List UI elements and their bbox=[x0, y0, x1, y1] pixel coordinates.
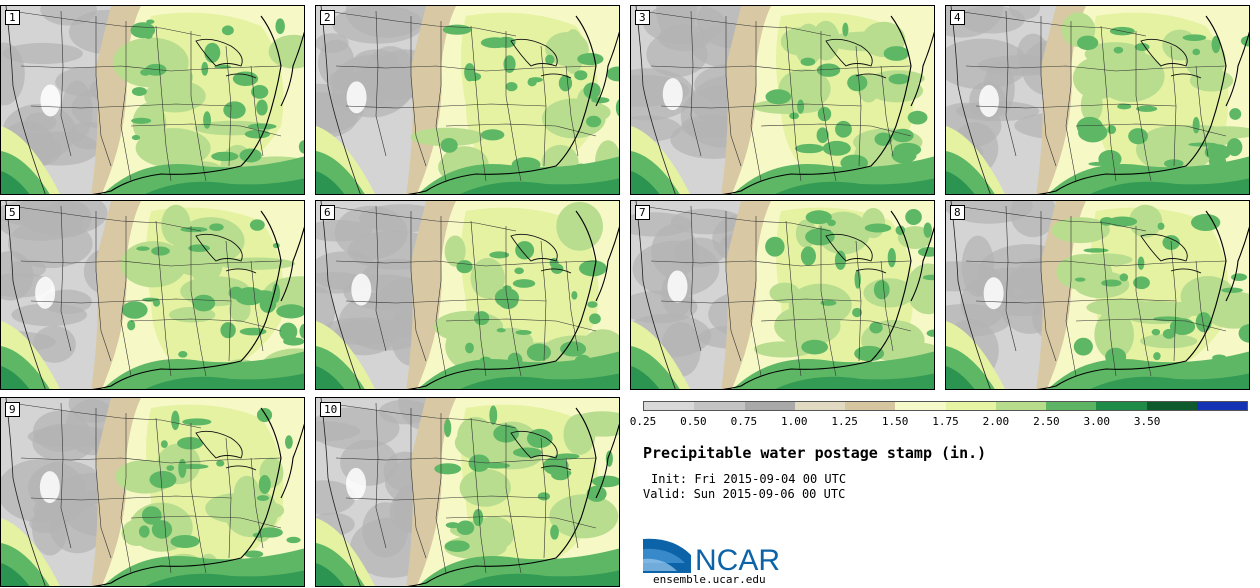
legend-swatch bbox=[1046, 402, 1097, 410]
precipitable-water-map bbox=[1, 6, 304, 194]
precipitable-water-map bbox=[631, 201, 934, 389]
legend-swatch bbox=[845, 402, 896, 410]
legend-swatch bbox=[1146, 402, 1197, 410]
postage-stamp-panel-8: 8 bbox=[945, 200, 1250, 390]
legend-tick-label: 3.00 bbox=[1083, 415, 1111, 428]
legend-tick-label: 1.25 bbox=[831, 415, 858, 428]
legend-tick-label: 3.50 bbox=[1133, 415, 1161, 428]
panel-label: 8 bbox=[950, 205, 965, 220]
valid-time: Valid: Sun 2015-09-06 00 UTC bbox=[643, 487, 846, 501]
postage-stamp-panel-9: 9 bbox=[0, 397, 305, 587]
panel-label: 6 bbox=[320, 205, 335, 220]
legend-swatch bbox=[744, 402, 795, 410]
precipitable-water-map bbox=[946, 6, 1249, 194]
panel-label: 10 bbox=[320, 402, 342, 417]
legend-swatch bbox=[945, 402, 996, 410]
legend-tick-label: 1.00 bbox=[781, 415, 808, 428]
postage-stamp-panel-6: 6 bbox=[315, 200, 620, 390]
precipitable-water-map bbox=[631, 6, 934, 194]
precipitable-water-map bbox=[316, 6, 619, 194]
postage-stamp-panel-5: 5 bbox=[0, 200, 305, 390]
precipitable-water-map bbox=[1, 201, 304, 389]
legend-tick-label: 1.50 bbox=[881, 415, 909, 428]
color-legend-bar bbox=[643, 401, 1248, 411]
precipitable-water-map bbox=[946, 201, 1249, 389]
panel-label: 2 bbox=[320, 10, 335, 25]
legend-swatch bbox=[694, 402, 745, 410]
legend-tick-label: 0.50 bbox=[680, 415, 707, 428]
legend-tick-label: 0.75 bbox=[730, 415, 758, 428]
legend-swatch bbox=[1096, 402, 1147, 410]
postage-stamp-panel-2: 2 bbox=[315, 5, 620, 195]
legend-swatch bbox=[644, 402, 695, 410]
init-time: Init: Fri 2015-09-04 00 UTC bbox=[651, 472, 847, 486]
chart-title: Precipitable water postage stamp (in.) bbox=[643, 444, 987, 462]
postage-stamp-panel-10: 10 bbox=[315, 397, 620, 587]
legend-swatch bbox=[794, 402, 845, 410]
postage-stamp-panel-3: 3 bbox=[630, 5, 935, 195]
ncar-logo: NCAR bbox=[643, 533, 793, 579]
panel-label: 1 bbox=[5, 10, 20, 25]
panel-label: 4 bbox=[950, 10, 965, 25]
legend-tick-label: 0.25 bbox=[629, 415, 657, 428]
logo-url: ensemble.ucar.edu bbox=[653, 573, 766, 586]
postage-stamp-panel-7: 7 bbox=[630, 200, 935, 390]
panel-label: 5 bbox=[5, 205, 20, 220]
precipitable-water-map bbox=[1, 398, 304, 586]
legend-swatch bbox=[1196, 402, 1247, 410]
legend-tick-label: 2.50 bbox=[1033, 415, 1060, 428]
ncar-logo-text: NCAR bbox=[695, 544, 780, 575]
panel-label: 9 bbox=[5, 402, 20, 417]
legend-swatch bbox=[895, 402, 946, 410]
legend-swatch bbox=[995, 402, 1046, 410]
panel-label: 3 bbox=[635, 10, 650, 25]
precipitable-water-map bbox=[316, 201, 619, 389]
postage-stamp-panel-4: 4 bbox=[945, 5, 1250, 195]
panel-label: 7 bbox=[635, 205, 650, 220]
legend-tick-label: 1.75 bbox=[932, 415, 959, 428]
legend-tick-label: 2.00 bbox=[982, 415, 1010, 428]
precipitable-water-map bbox=[316, 398, 619, 586]
postage-stamp-panel-1: 1 bbox=[0, 5, 305, 195]
